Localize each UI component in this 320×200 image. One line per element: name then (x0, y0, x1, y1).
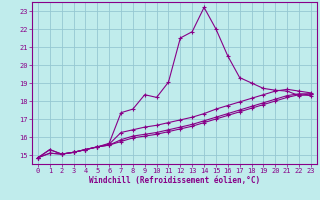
X-axis label: Windchill (Refroidissement éolien,°C): Windchill (Refroidissement éolien,°C) (89, 176, 260, 185)
